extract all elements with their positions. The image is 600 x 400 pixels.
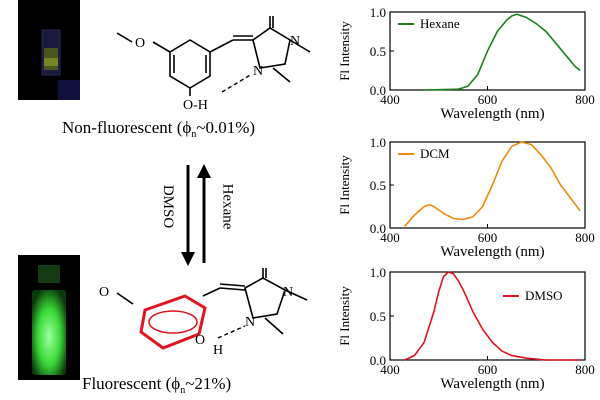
- chart-dcm: 400 600 800 0.0 0.5 1.0 Wavelength (nm) Fl Inte…: [337, 135, 595, 260]
- bottom-atom-n2: N: [245, 315, 255, 330]
- y-tick-label: 1.0: [370, 135, 386, 150]
- series-line: [424, 13, 581, 91]
- bottom-caption: Fluorescent (ϕn~21%): [82, 374, 232, 396]
- y-tick-label: 0.0: [370, 221, 386, 236]
- y-axis-label: Fl Intensity: [337, 21, 352, 81]
- y-tick-label: 0.5: [370, 44, 386, 59]
- series-line: [403, 141, 581, 227]
- x-tick-label: 600: [478, 230, 498, 245]
- bottom-atom-o1: O: [99, 285, 109, 300]
- x-tick-label: 400: [380, 230, 400, 245]
- top-molecule-structure: O N N O-H: [116, 16, 311, 112]
- dark-vial-image: [41, 29, 80, 100]
- x-tick-label: 600: [478, 362, 498, 377]
- plot-frame: [389, 271, 586, 361]
- arrow-label-hexane: Hexane: [219, 183, 236, 230]
- glowing-vial-image: [32, 265, 66, 375]
- top-atom-n2: N: [253, 64, 263, 79]
- x-tick-label: 800: [575, 362, 595, 377]
- x-tick-label: 800: [575, 92, 595, 107]
- top-atom-o1: O: [135, 36, 145, 51]
- y-tick-label: 0.0: [370, 83, 386, 98]
- x-tick-label: 400: [380, 362, 400, 377]
- x-tick-label: 800: [575, 230, 595, 245]
- x-axis-label: Wavelength (nm): [440, 244, 544, 260]
- y-tick-label: 0.5: [370, 309, 386, 324]
- x-tick-label: 600: [478, 92, 498, 107]
- bottom-atom-n1: N: [283, 285, 293, 300]
- arrow-label-dmso: DMSO: [160, 184, 177, 229]
- legend-label: DMSO: [525, 288, 563, 303]
- legend-label: DCM: [420, 146, 450, 161]
- legend-label: Hexane: [420, 16, 460, 31]
- vial-photo-nonfluorescent: [18, 0, 80, 100]
- chart-dmso: 400 600 800 0.0 0.5 1.0 Wavelength (nm) Fl Inte…: [337, 265, 595, 392]
- bottom-molecule-structure: O N N O H: [99, 268, 308, 358]
- bottom-atom-h: H: [213, 343, 223, 358]
- top-atom-n1: N: [290, 34, 300, 49]
- y-tick-label: 1.0: [370, 5, 386, 20]
- y-tick-label: 0.5: [370, 178, 386, 193]
- equilibrium-arrows: [181, 164, 211, 266]
- x-tick-label: 400: [380, 92, 400, 107]
- y-axis-label: Fl Intensity: [337, 286, 352, 346]
- x-axis-label: Wavelength (nm): [440, 376, 544, 392]
- y-tick-label: 1.0: [370, 265, 386, 280]
- bottom-atom-oh: O: [195, 333, 205, 348]
- y-axis-label: Fl Intensity: [337, 155, 352, 215]
- top-caption: Non-fluorescent (ϕn~0.01%): [62, 118, 256, 140]
- x-axis-label: Wavelength (nm): [440, 106, 544, 122]
- series-line: [404, 271, 581, 361]
- chart-hexane: 400 600 800 0.0 0.5 1.0 Wavelength (nm) Fl Inte…: [337, 5, 595, 122]
- vial-photo-fluorescent: [18, 255, 80, 380]
- y-tick-label: 0.0: [370, 353, 386, 368]
- top-atom-oh: O-H: [183, 98, 208, 112]
